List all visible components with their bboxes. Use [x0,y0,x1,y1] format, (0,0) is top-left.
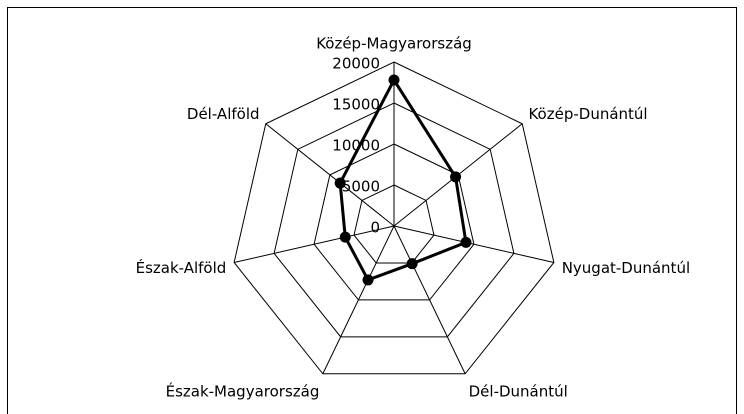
r-tick-label: 0 [370,219,380,237]
data-point [334,177,346,189]
series-line [338,77,468,282]
grid-ring [273,102,515,338]
category-label: Nyugat-Dunántúl [562,259,690,277]
spoke [393,225,466,374]
grid-ring [233,61,555,375]
category-label: Közép-Magyarország [316,35,472,53]
category-label: Dél-Dunántúl [469,382,568,400]
data-point [406,258,418,270]
category-label: Közép-Dunántúl [528,105,647,123]
grid-ring [353,184,435,264]
r-tick-label: 10000 [332,137,380,155]
spoke [322,225,395,374]
spoke [234,225,395,263]
data-point [388,74,400,86]
spoke [265,123,395,227]
data-point [362,274,374,286]
r-tick-label: 20000 [332,55,380,73]
chart-frame [7,7,737,414]
r-tick-label: 5000 [342,178,380,196]
spoke [393,225,554,263]
category-label: Észak-Alföld [136,258,227,277]
data-point [460,236,472,248]
category-label: Észak-Magyarország [166,381,320,400]
category-label: Dél-Alföld [187,105,260,123]
data-point [450,171,462,183]
grid-ring [313,143,475,301]
data-point [339,231,351,243]
r-tick-label: 15000 [332,96,380,114]
